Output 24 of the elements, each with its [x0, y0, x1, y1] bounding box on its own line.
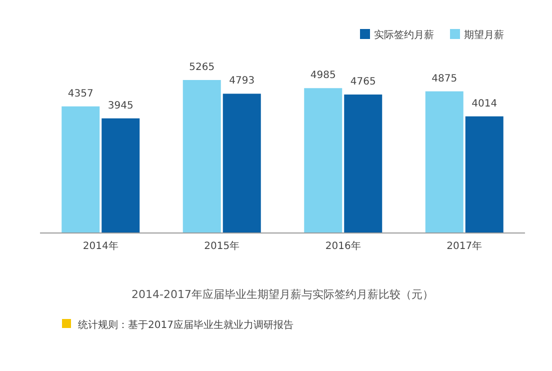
data-label: 4793: [229, 76, 255, 87]
data-label: 4985: [310, 70, 336, 82]
data-label: 5265: [189, 62, 215, 73]
x-tick-label: 2015年: [204, 240, 240, 252]
bar: [304, 88, 342, 233]
bar: [102, 118, 140, 233]
bar: [222, 94, 261, 233]
legend-label: 实际签约月薪: [374, 29, 434, 41]
data-label: 4014: [472, 98, 498, 110]
text: 2014-2017年应届毕业生期望月薪与实际签约月薪比较（元）: [132, 288, 434, 301]
data-label: 3945: [108, 100, 134, 112]
x-tick-label: 2016年: [325, 240, 361, 252]
x-tick-label: 2014年: [82, 240, 118, 252]
bar: [62, 106, 100, 233]
bar: [182, 80, 221, 233]
bar: [344, 94, 382, 233]
data-label: 4357: [68, 88, 94, 100]
legend-label: 期望月薪: [464, 29, 504, 41]
data-label: 4765: [350, 76, 376, 88]
bar: [425, 91, 464, 233]
data-label: 4875: [432, 73, 458, 84]
x-tick-label: 2017年: [446, 240, 482, 252]
text: 统计规则：基于2017应届毕业生就业力调研报告: [78, 319, 294, 331]
bar: [465, 116, 504, 233]
